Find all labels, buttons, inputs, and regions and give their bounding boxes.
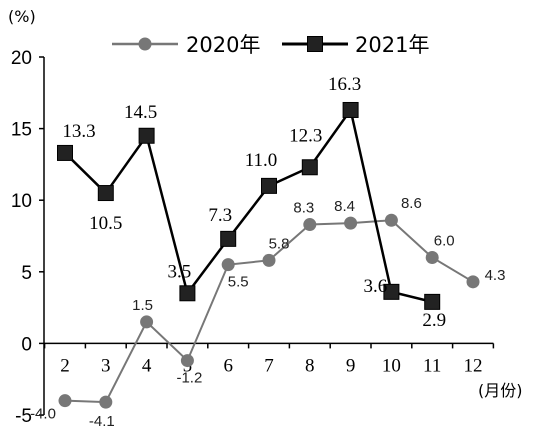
data-label-2020: 8.3: [293, 200, 314, 217]
data-label-2020: 4.3: [485, 267, 506, 284]
x-tick-label: 11: [423, 355, 441, 376]
series-2020-point: [344, 216, 358, 230]
series-2020-point: [425, 250, 439, 264]
data-label-2021: 3.6: [364, 276, 388, 297]
data-label-2021: 3.5: [168, 261, 192, 282]
series-2021-point: [261, 177, 277, 194]
x-axis-unit-label: (月份): [478, 381, 523, 400]
x-tick-label: 8: [305, 355, 315, 376]
series-2021-point: [179, 285, 196, 302]
data-label-2021: 2.9: [422, 310, 446, 331]
series-2021-point: [57, 144, 73, 161]
data-label-2021: 14.5: [124, 102, 157, 123]
x-tick-label: 4: [142, 355, 152, 376]
series-2021-point: [342, 101, 359, 118]
y-tick-label: 5: [21, 263, 32, 284]
series-2020-point: [58, 394, 72, 408]
x-tick-label: 2: [60, 355, 70, 376]
y-axis-unit-label: (%): [8, 7, 36, 26]
data-label-2021: 7.3: [208, 205, 232, 226]
series-2020-point: [303, 218, 317, 232]
y-tick-label: 10: [11, 191, 32, 212]
series-2021-point: [97, 185, 114, 202]
data-label-2020: 6.0: [434, 232, 455, 249]
legend-2021-marker: [307, 36, 323, 52]
series-2020-point: [99, 395, 113, 409]
legend-2021-label: 2021年: [355, 33, 429, 57]
series-2021-point: [383, 283, 400, 300]
y-tick-label: 20: [11, 48, 32, 69]
legend: 2020年 2021年: [112, 33, 429, 57]
x-tick-label: 12: [464, 355, 483, 376]
series-2020-point: [221, 258, 235, 272]
series-2020-point: [384, 213, 398, 227]
data-label-2021: 11.0: [245, 150, 278, 171]
data-label-2020: 8.4: [334, 198, 355, 215]
y-tick-label: 0: [21, 334, 32, 355]
series-2020-point: [262, 253, 276, 267]
legend-2020-label: 2020年: [186, 33, 260, 57]
x-tick-label: 3: [101, 355, 111, 376]
data-label-2021: 13.3: [62, 121, 95, 142]
data-label-2020: 1.5: [132, 297, 153, 314]
series-2021-point: [138, 127, 155, 144]
series-2021-point: [301, 159, 318, 176]
series-2021年-line: [64, 106, 433, 304]
data-label-2021: 12.3: [289, 125, 322, 146]
series-2020-point: [466, 275, 480, 289]
series-2020-point: [180, 354, 194, 368]
data-label-2020: -1.2: [176, 370, 202, 387]
data-label-2020: 8.6: [401, 195, 422, 212]
y-tick-label: -5: [15, 406, 32, 427]
y-tick-label: 15: [11, 120, 32, 141]
data-label-2020: -4.0: [30, 406, 56, 423]
x-tick-label: 6: [223, 355, 233, 376]
data-label-2020: 5.8: [269, 235, 290, 252]
x-tick-label: 10: [382, 355, 401, 376]
data-label-2021: 16.3: [328, 74, 361, 95]
series-2021-point: [220, 230, 237, 247]
axes: -50510152023456789101112: [11, 48, 495, 427]
x-tick-label: 9: [346, 355, 356, 376]
plot-area: -4.0 -4.1 1.5 -1.2 5.5 5.8 8.3 8.4 8.6 6.0 4.3 13.3…: [30, 74, 505, 429]
series-2020-point: [140, 315, 154, 329]
data-label-2021: 10.5: [89, 213, 122, 234]
data-label-2020: -4.1: [89, 413, 115, 429]
data-label-2020: 5.5: [228, 274, 249, 291]
legend-2020-marker: [138, 37, 152, 51]
series-2021-point: [424, 293, 441, 310]
x-tick-label: 7: [264, 355, 274, 376]
